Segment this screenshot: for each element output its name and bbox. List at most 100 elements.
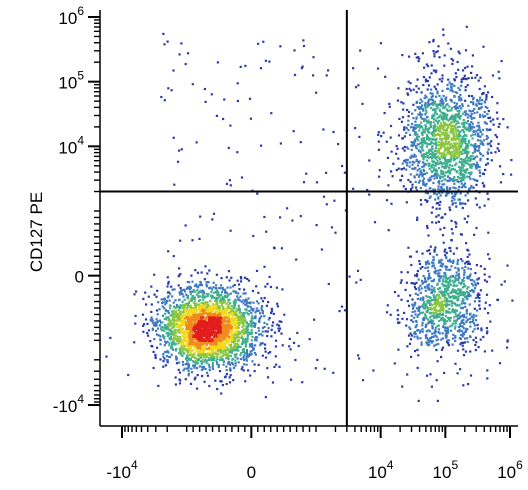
- event-dot: [156, 313, 159, 316]
- event-dot: [448, 117, 451, 121]
- event-dot: [227, 270, 230, 273]
- event-dot: [422, 165, 425, 168]
- event-dot: [484, 168, 487, 171]
- event-dot: [415, 307, 418, 310]
- event-dot: [194, 324, 197, 327]
- event-dot: [408, 55, 411, 58]
- event-dot: [471, 54, 474, 57]
- event-dot: [412, 103, 415, 106]
- event-dot: [190, 325, 193, 328]
- event-dot: [175, 310, 178, 313]
- event-dot: [235, 335, 238, 338]
- event-dot: [189, 311, 192, 314]
- event-dot: [442, 111, 445, 115]
- event-dot: [215, 309, 219, 312]
- event-dot: [476, 323, 479, 326]
- event-dot: [185, 362, 189, 365]
- event-dot: [457, 292, 460, 295]
- event-dot: [471, 288, 474, 292]
- event-dot: [474, 336, 477, 339]
- event-dot: [430, 132, 433, 135]
- event-dot: [229, 229, 232, 232]
- event-dot: [166, 296, 169, 299]
- event-dot: [215, 335, 218, 338]
- event-dot: [414, 287, 417, 291]
- event-dot: [467, 141, 471, 144]
- event-dot: [457, 148, 460, 151]
- event-dot: [378, 175, 381, 178]
- event-dot: [427, 329, 430, 332]
- event-dot: [229, 302, 232, 305]
- event-dot: [222, 313, 225, 316]
- event-dot: [438, 133, 441, 136]
- event-dot: [180, 347, 183, 350]
- event-dot: [153, 338, 156, 341]
- event-dot: [184, 339, 187, 343]
- event-dot: [413, 133, 416, 136]
- event-dot: [453, 155, 456, 158]
- event-dot: [142, 324, 145, 327]
- event-dot: [225, 382, 228, 386]
- event-dot: [233, 300, 236, 303]
- event-dot: [483, 85, 486, 88]
- event-dot: [425, 317, 428, 320]
- event-dot: [201, 361, 204, 364]
- event-dot: [191, 290, 194, 293]
- event-dot: [467, 215, 470, 218]
- event-dot: [463, 74, 466, 77]
- event-dot: [427, 105, 430, 108]
- event-dot: [395, 168, 398, 172]
- event-dot: [486, 157, 489, 161]
- event-dot: [209, 336, 212, 339]
- event-dot: [458, 165, 461, 169]
- event-dot: [211, 304, 214, 307]
- event-dot: [457, 106, 460, 109]
- event-dot: [220, 277, 223, 280]
- event-dot: [229, 124, 232, 127]
- event-dot: [411, 183, 414, 186]
- event-dot: [179, 338, 183, 341]
- event-dot: [436, 161, 439, 164]
- event-dot: [465, 112, 468, 115]
- event-dot: [212, 281, 215, 284]
- event-dot: [447, 137, 450, 141]
- event-dot: [409, 173, 412, 176]
- event-dot: [460, 84, 463, 87]
- event-dot: [225, 291, 228, 294]
- event-dot: [430, 261, 434, 264]
- event-dot: [225, 296, 229, 299]
- event-dot: [219, 344, 222, 347]
- event-dot: [449, 299, 452, 302]
- event-dot: [228, 376, 231, 379]
- event-dot: [400, 168, 403, 171]
- event-dot: [461, 278, 464, 282]
- event-dot: [440, 176, 443, 179]
- event-dot: [279, 216, 282, 219]
- event-dot: [197, 308, 200, 311]
- event-dot: [443, 326, 446, 329]
- event-dot: [473, 156, 476, 159]
- event-dot: [467, 199, 470, 202]
- event-dot: [414, 326, 417, 329]
- event-dot: [197, 296, 200, 299]
- event-dot: [425, 172, 429, 175]
- event-dot: [429, 340, 432, 343]
- event-dot: [184, 63, 187, 66]
- event-dot: [411, 160, 414, 163]
- event-dot: [230, 276, 233, 279]
- event-dot: [430, 106, 433, 109]
- event-dot: [450, 106, 453, 110]
- event-dot: [240, 343, 243, 346]
- event-dot: [207, 363, 210, 366]
- event-dot: [449, 147, 452, 150]
- event-dot: [261, 310, 264, 313]
- event-dot: [461, 294, 465, 297]
- event-dot: [218, 304, 221, 308]
- event-dot: [478, 99, 481, 102]
- event-dot: [166, 285, 169, 288]
- event-dot: [219, 284, 223, 287]
- event-dot: [442, 113, 445, 116]
- event-dot: [462, 341, 465, 344]
- event-dot: [219, 298, 222, 301]
- event-dot: [159, 358, 162, 361]
